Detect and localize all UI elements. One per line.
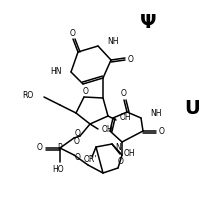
Text: OH: OH bbox=[102, 125, 113, 135]
Text: OH: OH bbox=[119, 113, 131, 123]
Text: RO: RO bbox=[23, 90, 34, 100]
Text: Ψ: Ψ bbox=[139, 13, 156, 31]
Text: HN: HN bbox=[50, 66, 62, 76]
Text: NH: NH bbox=[149, 108, 161, 117]
Text: O: O bbox=[117, 158, 123, 166]
Text: O: O bbox=[158, 128, 164, 136]
Text: O: O bbox=[128, 54, 133, 64]
Text: O: O bbox=[121, 89, 126, 99]
Text: P: P bbox=[57, 143, 62, 153]
Text: U: U bbox=[183, 99, 199, 117]
Text: O: O bbox=[83, 87, 89, 95]
Text: N: N bbox=[115, 143, 120, 151]
Text: HO: HO bbox=[52, 166, 63, 174]
Text: O: O bbox=[75, 130, 81, 138]
Text: O: O bbox=[74, 138, 80, 146]
Text: OR': OR' bbox=[83, 155, 96, 163]
Text: O: O bbox=[70, 28, 76, 38]
Text: NH: NH bbox=[107, 38, 118, 46]
Text: OH: OH bbox=[123, 150, 135, 158]
Text: O: O bbox=[75, 153, 81, 161]
Text: O: O bbox=[37, 143, 43, 153]
